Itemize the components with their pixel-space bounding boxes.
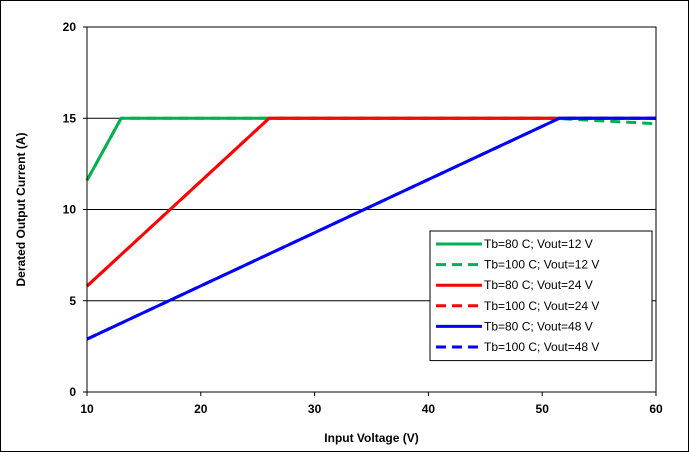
legend-label: Tb=100 C; Vout=24 V bbox=[484, 299, 599, 313]
series-lines bbox=[85, 116, 657, 341]
legend-label: Tb=80 C; Vout=12 V bbox=[484, 237, 593, 251]
series-line-0 bbox=[85, 116, 656, 182]
y-tick-label: 10 bbox=[63, 203, 77, 217]
legend: Tb=80 C; Vout=12 V Tb=100 C; Vout=12 V Tb=… bbox=[429, 230, 653, 362]
x-tick-label: 40 bbox=[422, 402, 436, 416]
y-tick-label: 0 bbox=[69, 385, 76, 399]
legend-label: Tb=100 C; Vout=12 V bbox=[484, 258, 599, 272]
y-tick-label: 5 bbox=[69, 294, 76, 308]
x-tick-label: 30 bbox=[308, 402, 322, 416]
y-tick-label: 15 bbox=[63, 111, 77, 125]
x-tick-label: 10 bbox=[80, 402, 94, 416]
series-line-1 bbox=[85, 116, 657, 182]
x-tick-labels: 10 20 30 40 50 60 bbox=[80, 392, 663, 416]
y-tick-label: 20 bbox=[63, 20, 77, 34]
legend-label: Tb=80 C; Vout=24 V bbox=[484, 278, 593, 292]
y-tick-labels: 0 5 10 15 20 bbox=[63, 20, 87, 399]
x-tick-label: 60 bbox=[649, 402, 663, 416]
legend-label: Tb=100 C; Vout=48 V bbox=[484, 340, 599, 354]
legend-box bbox=[429, 230, 653, 362]
series-line-3 bbox=[85, 116, 554, 288]
x-axis-label: Input Voltage (V) bbox=[324, 431, 418, 445]
x-tick-label: 20 bbox=[194, 402, 208, 416]
series-line-5 bbox=[86, 116, 656, 341]
y-axis-label: Derated Output Current (A) bbox=[14, 133, 28, 287]
x-tick-label: 50 bbox=[536, 402, 550, 416]
legend-label: Tb=80 C; Vout=48 V bbox=[484, 319, 593, 333]
